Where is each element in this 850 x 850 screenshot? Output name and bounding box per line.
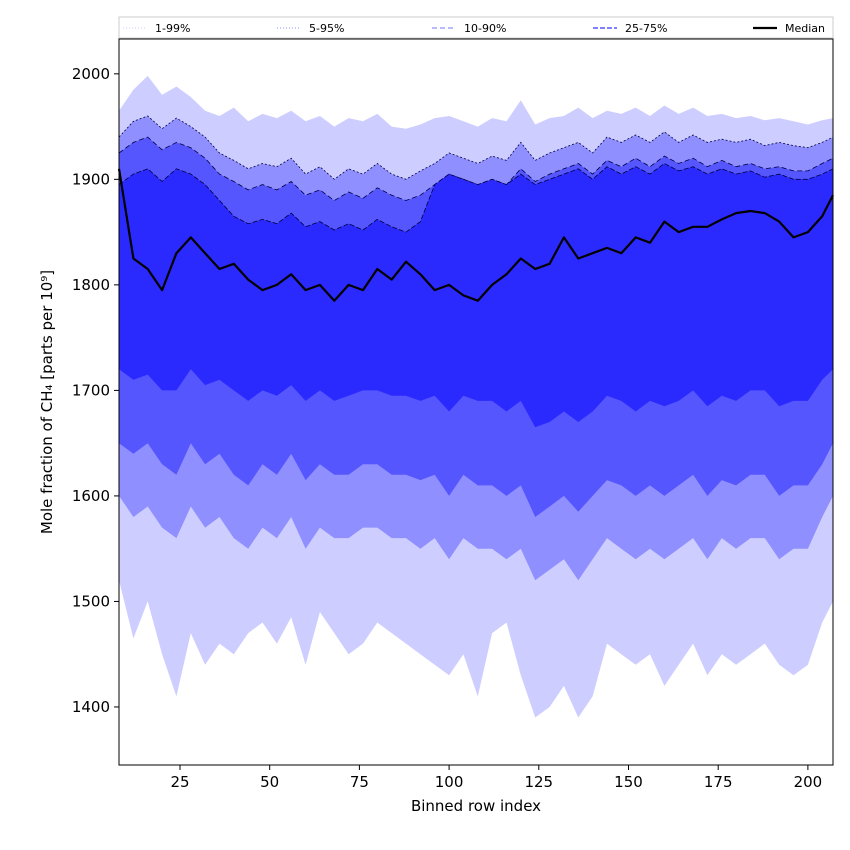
y-tick-label: 1400 (72, 698, 110, 716)
legend-label: 5-95% (309, 22, 344, 35)
y-tick-label: 1500 (72, 592, 110, 610)
x-tick-label: 150 (614, 773, 643, 791)
x-tick-label: 50 (260, 773, 279, 791)
x-axis-ticks: 25 50 75 100 125 150 175 200 (170, 765, 822, 791)
y-tick-label: 1600 (72, 487, 110, 505)
band-25-to-75 (119, 163, 833, 428)
x-tick-label: 200 (794, 773, 823, 791)
y-tick-label: 1800 (72, 276, 110, 294)
legend-label: 25-75% (625, 22, 667, 35)
band-upper-edge (118, 163, 834, 233)
y-axis-label: Mole fraction of CH₄ [parts per 10⁹] (38, 270, 56, 534)
y-axis-ticks: 1400 1500 1600 1700 1800 1900 2000 (72, 65, 119, 716)
y-tick-label: 2000 (72, 65, 110, 83)
legend-label: Median (785, 22, 825, 35)
y-tick-label: 1900 (72, 170, 110, 188)
legend-label: 10-90% (464, 22, 506, 35)
x-tick-label: 75 (350, 773, 369, 791)
x-tick-label: 175 (704, 773, 733, 791)
legend-label: 1-99% (155, 22, 190, 35)
median-line (117, 168, 834, 302)
legend: 1-99% 5-95% 10-90% 25-75% Median (118, 16, 834, 39)
median-layer (117, 168, 834, 302)
x-tick-label: 25 (170, 773, 189, 791)
plot-frame (118, 38, 834, 766)
x-tick-label: 125 (524, 773, 553, 791)
y-tick-label: 1700 (72, 381, 110, 399)
x-tick-label: 100 (435, 773, 464, 791)
legend-box (118, 16, 834, 39)
percentile-bands (118, 75, 834, 718)
x-axis-label: Binned row index (411, 797, 541, 815)
